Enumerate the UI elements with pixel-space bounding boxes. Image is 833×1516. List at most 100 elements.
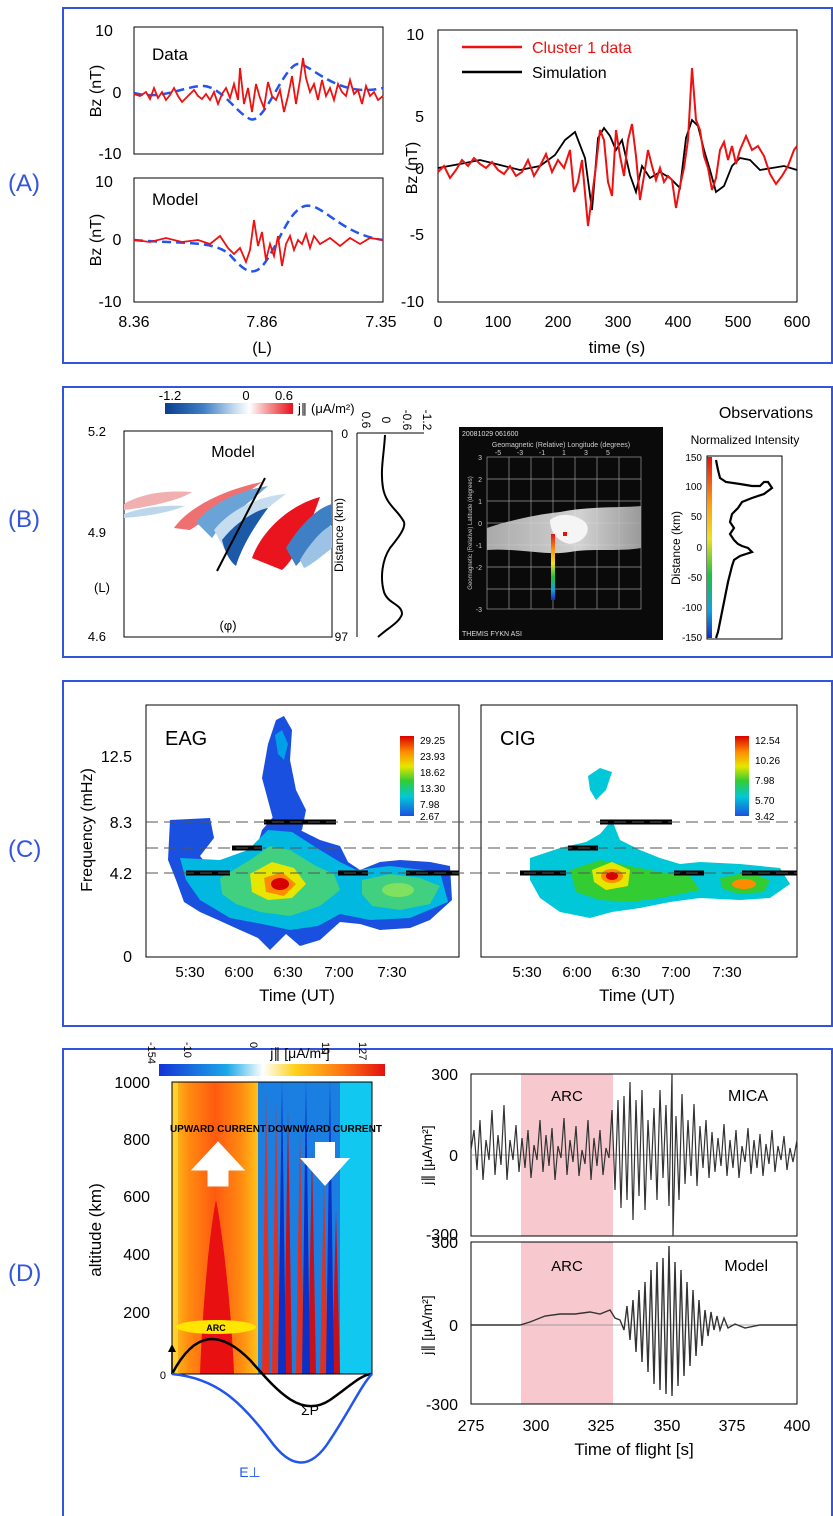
obs-ytick: -50	[688, 573, 703, 584]
model-trace-ytick: 300	[431, 1235, 458, 1252]
right-ytick-10: 10	[406, 27, 424, 44]
obs-ytick: -100	[682, 603, 702, 614]
d-ytick: 0	[160, 1370, 166, 1382]
obs-ytick: 150	[685, 453, 702, 464]
right-ytick-m5: -5	[410, 227, 424, 244]
asi-ytick: 2	[478, 477, 482, 484]
b-streak	[124, 491, 192, 510]
d-ytick: 400	[123, 1247, 150, 1264]
d-cbar-tick: 0	[247, 1042, 259, 1048]
eag-xtick: 6:00	[224, 964, 253, 981]
mica-ytick: 0	[449, 1148, 458, 1165]
legend-simulation: Simulation	[532, 65, 607, 82]
panel-label-d: (D)	[8, 1260, 42, 1287]
b-ytick-49: 4.9	[88, 525, 106, 540]
b-streak	[252, 497, 320, 570]
panel-b-observations: Observations Normalized Intensity 150 10…	[669, 405, 813, 644]
left-xlabel: (L)	[252, 340, 272, 357]
panel-c-frame	[62, 680, 833, 1027]
b-cbar-tick-max: 0.6	[275, 388, 293, 403]
d-eperp-label: E⊥	[239, 1464, 261, 1480]
asi-xtick: -1	[539, 450, 545, 457]
asi-stamp: 20081029 061600	[462, 431, 519, 438]
panel-d-frame	[62, 1048, 833, 1516]
data-ylabel: Bz (nT)	[88, 65, 105, 117]
b-prof-ylabel: Distance (km)	[332, 498, 346, 572]
panel-label-a: (A)	[8, 170, 40, 197]
d-model-frame	[171, 1081, 373, 1375]
right-plot-frame	[437, 29, 798, 303]
b-cbar-tick-min: -1.2	[159, 388, 181, 403]
b-model-title: Model	[211, 444, 255, 461]
cig-cbar-tick: 5.70	[755, 796, 775, 807]
data-dashed-blue	[133, 62, 384, 121]
asi-xtick: 3	[584, 450, 588, 457]
b-prof-tick-06: 0.6	[359, 412, 373, 429]
model-trace-ylabel: j∥ [μA/m²]	[419, 1295, 435, 1355]
mica-label: MICA	[728, 1088, 768, 1105]
cig-contour-peak2	[732, 879, 756, 889]
eag-contour-peak	[271, 878, 289, 890]
panel-c-cig: CIG 12.54 10.26 7.98 5.70 3.42 5:30 6:00…	[480, 704, 798, 1005]
eag-cbar-tick: 13.30	[420, 784, 445, 795]
mica-ytick: 300	[431, 1067, 458, 1084]
eag-contour-peak2	[382, 883, 414, 897]
cig-contour-plume	[588, 768, 612, 800]
d-xtick: 350	[654, 1418, 681, 1435]
model-arc-shade	[521, 1242, 613, 1404]
panel-b-asi: 20081029 061600 Geomagnetic (Relative) L…	[459, 427, 663, 640]
cig-cbar-tick: 3.42	[755, 812, 775, 823]
model-red-line	[133, 219, 384, 267]
panel-a-data-plot: Data 10 0 -10 Bz (nT)	[88, 23, 384, 163]
cig-xlabel: Time (UT)	[599, 986, 675, 1005]
panel-d-model: -154 -10 0 10 127 j∥ [μA/m²] UPWARD CURR…	[86, 1042, 385, 1480]
right-ytick-5: 5	[415, 109, 424, 126]
eag-xtick: 7:30	[377, 964, 406, 981]
right-xtick-600: 600	[784, 314, 811, 331]
d-cbar-tick: -154	[145, 1042, 157, 1064]
d-upward-label: UPWARD CURRENT	[170, 1124, 266, 1135]
d-xtick: 325	[588, 1418, 615, 1435]
model-trace-ytick: -300	[426, 1397, 458, 1414]
d-upward-arrow	[190, 1141, 246, 1187]
cig-contour-peak	[606, 872, 618, 880]
model-ytick-10: 10	[95, 174, 113, 191]
model-label: Model	[724, 1258, 768, 1275]
d-xlabel: Time of flight [s]	[574, 1440, 693, 1459]
panel-a-model-plot: Model 10 0 -10 Bz (nT) 8.36 7.86 7.35 (L…	[88, 174, 397, 357]
asi-xtick: 5	[606, 450, 610, 457]
d-ytick: 1000	[114, 1075, 150, 1092]
d-arc-label: ARC	[206, 1323, 226, 1333]
b-prof-ytick-0: 0	[341, 427, 348, 441]
c-ytick-0: 0	[123, 949, 132, 966]
b-prof-tick-m06: -0.6	[400, 410, 414, 431]
d-ytick: 200	[123, 1305, 150, 1322]
b-xlabel: (φ)	[219, 618, 236, 633]
eag-contour-plume-inner	[275, 730, 288, 760]
d-xtick: 300	[523, 1418, 550, 1435]
panel-d-model-trace: ARC Model 300 0 -300 j∥ [μA/m²] 275 300 …	[419, 1235, 810, 1459]
b-streak	[286, 504, 332, 566]
eag-cbar-tick: 29.25	[420, 736, 445, 747]
b-streak	[222, 508, 268, 566]
right-xtick-500: 500	[725, 314, 752, 331]
obs-ytick: 100	[685, 482, 702, 493]
right-xtick-200: 200	[545, 314, 572, 331]
b-cbar-tick-zero: 0	[242, 388, 249, 403]
d-downward-label: DOWNWARD CURRENT	[268, 1124, 382, 1135]
right-ylabel: Bz (nT)	[404, 142, 421, 194]
asi-xtick: -5	[495, 450, 501, 457]
c-ytick-42: 4.2	[110, 866, 132, 883]
left-xtick-786: 7.86	[246, 314, 277, 331]
eag-xlabel: Time (UT)	[259, 986, 335, 1005]
eag-contour-plume	[262, 716, 306, 836]
panel-a-right-plot: 10 5 0 -5 -10 Bz (nT) Cluster 1 data Sim…	[401, 27, 811, 357]
cig-xtick: 6:30	[611, 964, 640, 981]
d-cbar-tick: 127	[356, 1042, 368, 1060]
b-cbar-label: j∥ (μA/m²)	[297, 401, 355, 416]
mica-ytick: -300	[426, 1227, 458, 1244]
d-sigma-curve	[170, 1337, 373, 1408]
d-axis-arrowhead	[168, 1344, 176, 1352]
panel-label-c: (C)	[8, 836, 42, 863]
